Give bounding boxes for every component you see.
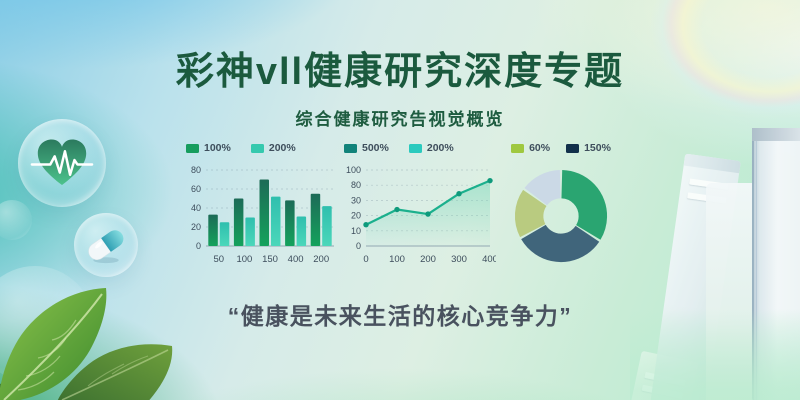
svg-text:80: 80	[191, 165, 201, 175]
legend-item: 100%	[186, 142, 231, 154]
pill-svg	[88, 230, 124, 264]
legend-item: 150%	[566, 142, 611, 154]
svg-text:100: 100	[236, 254, 252, 265]
pill-icon	[74, 213, 138, 277]
svg-text:60: 60	[191, 184, 201, 194]
books-fade	[630, 310, 800, 400]
svg-text:0: 0	[196, 241, 201, 251]
bubble	[0, 200, 32, 240]
legend-swatch	[511, 143, 525, 153]
svg-text:0: 0	[356, 241, 361, 251]
svg-text:10: 10	[351, 226, 361, 236]
legend-label: 150%	[584, 142, 611, 154]
line-chart-svg: 0 10 20 30 80 100 0 100 200 300 400	[346, 165, 498, 265]
line-chart-plot: 0 10 20 30 80 100 0 100 200 300 400	[338, 158, 498, 275]
quote-text: “健康是未来生活的核心竞争力”	[227, 303, 573, 329]
donut-chart-plot	[496, 167, 626, 265]
svg-text:80: 80	[351, 180, 361, 190]
svg-text:20: 20	[351, 211, 361, 221]
svg-text:200: 200	[313, 254, 329, 265]
legend-label: 100%	[204, 142, 231, 154]
legend-item: 200%	[408, 142, 454, 154]
legend-label: 60%	[529, 142, 551, 154]
svg-text:400: 400	[288, 254, 304, 265]
svg-text:40: 40	[191, 203, 201, 213]
bar-chart-svg: 0 20 40 60 80 50 100 150 400 200	[191, 165, 334, 265]
legend-label: 200%	[426, 142, 454, 154]
charts-row: 100% 200% 0 20 40 60 80 50 100 150 400 200 500% 200…	[180, 141, 626, 275]
legend-swatch	[408, 143, 422, 153]
leaf-decoration	[0, 288, 173, 400]
svg-text:50: 50	[214, 254, 225, 265]
page-title: 彩神vll健康研究深度专题	[175, 51, 625, 93]
legend-item: 200%	[250, 142, 296, 154]
svg-text:300: 300	[451, 254, 467, 265]
svg-text:20: 20	[191, 222, 201, 232]
legend-swatch	[566, 143, 580, 153]
legend-label: 200%	[268, 142, 296, 154]
svg-text:200: 200	[420, 254, 436, 265]
bar-chart: 100% 200% 0 20 40 60 80 50 100 150 400 200	[180, 141, 338, 275]
legend-swatch	[186, 143, 199, 153]
bar-chart-plot: 0 20 40 60 80 50 100 150 400 200	[180, 158, 338, 275]
line-chart-legend: 500% 200%	[338, 141, 496, 155]
heart-ecg-svg	[30, 139, 94, 185]
legend-item: 60%	[511, 142, 550, 154]
svg-text:0: 0	[363, 254, 368, 265]
line-chart: 500% 200% 0 10 20 30 80 100 0 100 200 300 400	[338, 141, 498, 275]
svg-text:100: 100	[389, 254, 405, 265]
legend-swatch	[250, 143, 264, 153]
donut-chart-legend: 60% 150%	[496, 141, 626, 155]
bar-chart-legend: 100% 200%	[180, 141, 338, 155]
svg-text:400: 400	[482, 254, 496, 265]
legend-label: 500%	[362, 142, 389, 154]
donut-chart: 60% 150%	[496, 141, 626, 265]
svg-text:100: 100	[346, 165, 361, 175]
donut-chart-svg	[514, 169, 608, 263]
svg-text:30: 30	[351, 195, 361, 205]
svg-text:150: 150	[262, 254, 278, 265]
legend-swatch	[344, 143, 357, 153]
page-subtitle: 综合健康研究告视觉概览	[295, 110, 505, 129]
heart-ecg-icon	[18, 119, 106, 207]
legend-item: 500%	[344, 142, 389, 154]
